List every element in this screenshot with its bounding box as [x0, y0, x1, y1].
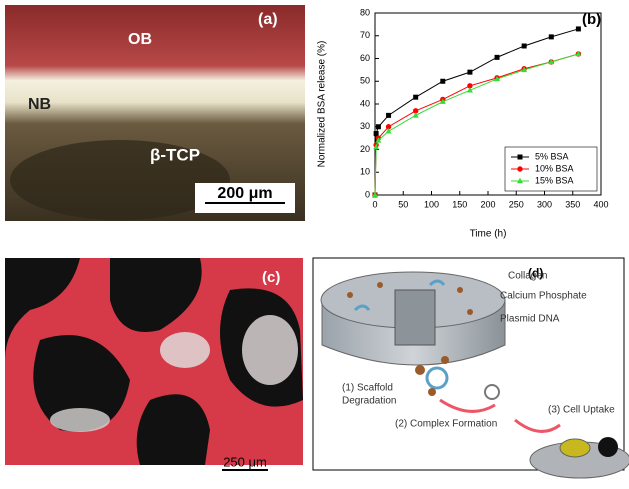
- marker: [413, 94, 419, 100]
- marker: [385, 128, 392, 134]
- legend-label: 15% BSA: [535, 175, 574, 185]
- marker: [575, 50, 582, 57]
- panel-label: (c): [262, 269, 280, 286]
- y-tick-label: 10: [360, 167, 370, 177]
- chart-background: [310, 5, 624, 241]
- marker: [466, 87, 473, 93]
- legend-marker-shape: [517, 177, 523, 184]
- marker: [494, 54, 500, 60]
- panel-label: (a): [258, 11, 278, 28]
- legend-marker: [517, 166, 523, 172]
- marker: [467, 69, 473, 75]
- x-tick-label: 0: [372, 199, 377, 209]
- y-tick-label: 50: [360, 76, 370, 86]
- marker: [372, 191, 378, 198]
- region-label: β-TCP: [150, 145, 200, 164]
- panel-label: (b): [582, 11, 601, 28]
- marker: [521, 43, 527, 49]
- diagram-label: Plasmid DNA: [500, 314, 560, 325]
- marker: [467, 83, 473, 89]
- x-tick-label: 150: [452, 199, 467, 209]
- diagram-label: Degradation: [342, 396, 396, 407]
- scale-label: 250 μm: [223, 454, 267, 469]
- texture: [10, 140, 230, 220]
- marker: [521, 66, 528, 73]
- panel-b: (b) Time (h) Normalized BSA release (%) …: [310, 5, 624, 241]
- marker: [412, 108, 419, 114]
- diagram-label: Calcium Phosphate: [500, 291, 587, 302]
- y-tick-label: 30: [360, 121, 370, 131]
- y-tick-label: 0: [365, 189, 370, 199]
- scale-box: [195, 183, 295, 213]
- marker: [494, 75, 501, 82]
- y-axis-label: Normalized BSA release (%): [317, 41, 328, 168]
- diagram-label: (2) Complex Formation: [395, 419, 497, 430]
- x-tick-label: 350: [565, 199, 580, 209]
- marker: [440, 78, 446, 84]
- y-tick-label: 70: [360, 30, 370, 40]
- y-tick-label: 80: [360, 7, 370, 17]
- x-tick-label: 250: [509, 199, 524, 209]
- legend-marker-shape: [517, 154, 523, 160]
- marker: [375, 137, 382, 143]
- y-tick-label: 40: [360, 98, 370, 108]
- panel-a: 200 μm (a) OB NB β-TCP: [5, 5, 305, 221]
- legend-marker: [517, 177, 523, 184]
- x-tick-label: 200: [480, 199, 495, 209]
- marker: [373, 144, 380, 150]
- x-tick-label: 100: [424, 199, 439, 209]
- panel-c: (c) 250 μm: [5, 258, 303, 471]
- marker: [412, 112, 419, 118]
- region-label: NB: [28, 96, 51, 113]
- y-tick-label: 20: [360, 144, 370, 154]
- x-tick-label: 300: [537, 199, 552, 209]
- marker: [548, 58, 555, 65]
- marker: [386, 112, 392, 118]
- marker: [575, 26, 581, 32]
- diagram-label: Collagen: [508, 271, 547, 282]
- legend-label: 10% BSA: [535, 163, 574, 173]
- x-axis-label: Time (h): [470, 229, 507, 240]
- x-tick-label: 400: [593, 199, 608, 209]
- marker: [548, 34, 554, 40]
- marker: [439, 98, 446, 104]
- scale-label: 200 μm: [217, 185, 272, 202]
- panel-d: (d) Collagen Calcium Phosphate Plasmid D…: [312, 257, 629, 479]
- marker: [375, 124, 381, 130]
- legend-label: 5% BSA: [535, 151, 569, 161]
- legend-marker-shape: [517, 166, 523, 172]
- x-tick-label: 50: [398, 199, 408, 209]
- panel-label: (d): [528, 266, 543, 280]
- marker: [385, 124, 392, 130]
- diagram-label: (1) Scaffold: [342, 383, 393, 394]
- diagram-label: (3) Cell Uptake: [548, 405, 615, 416]
- region-label: OB: [128, 31, 152, 48]
- legend-marker: [517, 154, 523, 160]
- y-tick-label: 60: [360, 53, 370, 63]
- marker: [373, 131, 379, 137]
